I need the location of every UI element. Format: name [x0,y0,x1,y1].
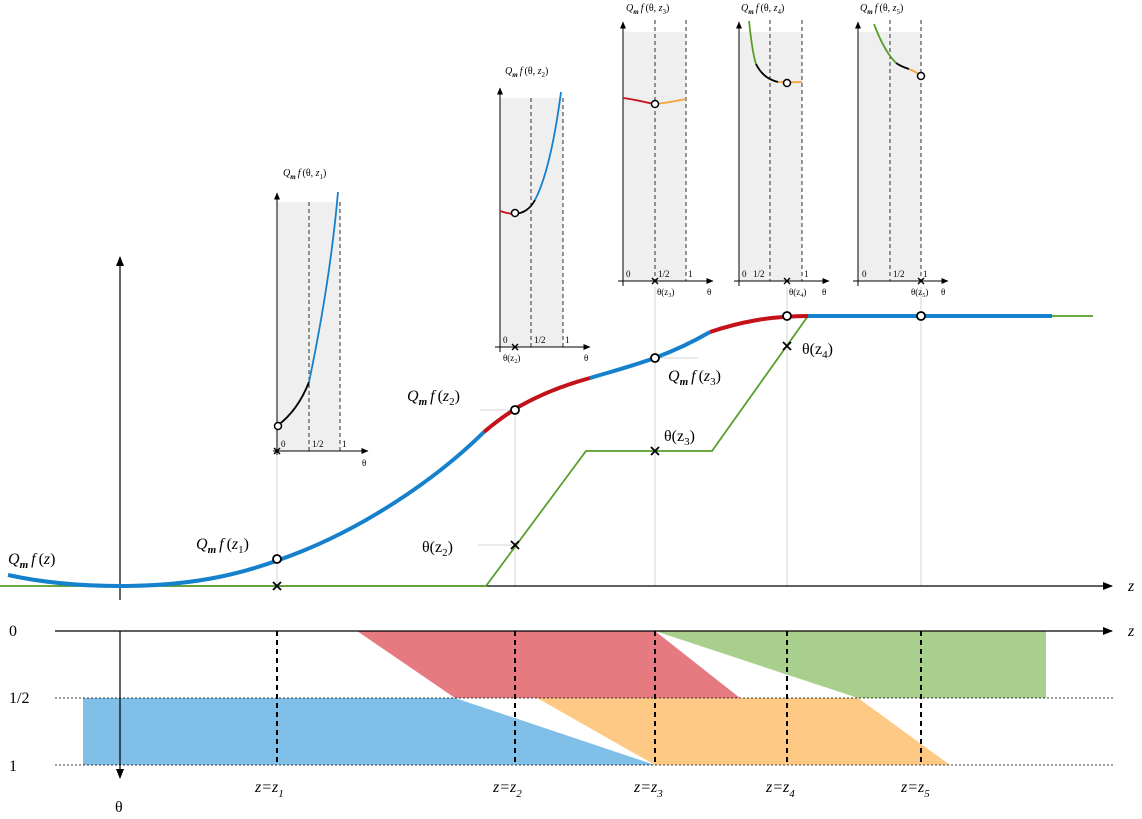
panel-3-title: Qm f (θ, z3) [626,3,669,16]
theta-points [272,341,792,591]
panel-4-axis-label: θ [822,287,826,297]
panel-2-point [510,208,520,218]
panel-5-axis-label: θ [941,287,945,297]
panel-1-point [273,421,283,431]
panel-1-tick-one: 1 [342,439,347,449]
Qf-point-z4 [782,311,792,321]
panel-4-title: Qm f (θ, z4) [741,3,784,16]
panel-4-tick-half: 1/2 [753,269,765,279]
panel-3-axis-label: θ [707,287,711,297]
panel-4-tick0: 0 [742,269,747,279]
Qf-curve-blue-left [7,430,486,589]
panel-4-curve-black [755,63,779,83]
guide-lines [276,213,922,586]
Qf-z3-label: Qm f (z3) [668,368,721,388]
Qf-curve-blue-mid [589,330,712,380]
Qf-z1-label: Qm f (z1) [196,536,249,556]
panel-5-tick-half: 1/2 [893,269,905,279]
panel-2-curve-blue [534,91,562,201]
panel-2-title: Qm f (θ, z2) [505,66,548,79]
theta-point-z2 [510,540,520,550]
panel-4-tick-one: 1 [804,269,809,279]
upper-z-axis-label: z [1127,578,1135,595]
panel-3-tick-one: 1 [688,269,693,279]
panel-4-point [782,78,792,88]
panel-4-theta-marker [783,277,791,285]
theta-of-z-curve [0,315,1093,587]
panel-3-tick0: 0 [626,269,631,279]
panel-2-axis-label: θ [584,353,588,363]
panel-3-point [650,99,660,109]
panel-3-theta-label: θ(z3) [657,287,674,299]
Qf-point-z1 [272,554,282,564]
panel-5-tick-one: 1 [923,269,928,279]
panel-1-tick-half: 1/2 [312,439,324,449]
Qf-points [272,311,926,564]
panel-5-theta-marker [917,277,925,285]
panel-3-tick-half: 1/2 [658,269,670,279]
z-labels: z=z1 z=z2 z=z3 z=z4 z=z5 [254,779,930,800]
inset-panel-1: Qm f (θ, z1) 0 1/2 1 θ [273,168,369,468]
theta-z3-label: θ(z3) [664,428,695,448]
z-label-4: z=z4 [765,779,795,800]
theta-axis-label: θ [115,799,123,816]
panel-1-curve-blue [308,191,339,383]
panel-5-tick0: 0 [862,269,867,279]
level-one-label: 1 [9,758,17,775]
panel-4-theta-label: θ(z4) [789,287,806,299]
panel-2-tick0: 0 [503,335,508,345]
inset-panel-5: Qm f (θ, z5) 0 1/2 1 θ(z5) θ [853,3,949,299]
panel-1-bg [277,202,340,451]
theta-point-z1 [272,581,282,591]
panel-1-axis-label: θ [362,458,366,468]
panel-4-curve-green [748,20,757,65]
panel-5-title: Qm f (θ, z5) [860,3,903,16]
theta-point-z4 [782,341,792,351]
inset-panel-3: Qm f (θ, z3) 0 1/2 1 θ(z3) θ [618,3,714,299]
Qf-point-z3 [650,353,660,363]
level-half-label: 1/2 [9,690,29,707]
panel-5-curve-green [873,23,897,64]
panel-1-title: Qm f (θ, z1) [283,168,326,181]
panel-3-theta-marker [651,277,659,285]
Qf-point-z5 [916,311,926,321]
panel-2-theta-label: θ(z2) [503,353,520,365]
panel-3-bg [623,32,686,281]
Qf-z-label: Qm f (z) [8,551,55,571]
panel-5-bg [858,32,921,281]
lower-z-axis-label: z [1127,623,1135,640]
z-label-3: z=z3 [633,779,663,800]
panel-1-theta-marker [273,447,281,455]
level-zero-label: 0 [9,623,17,640]
inset-panel-4: Qm f (θ, z4) 0 1/2 1 θ(z4) θ [734,3,830,299]
theta-regions [83,631,1046,765]
panel-5-theta-label: θ(z5) [911,287,928,299]
Qf-point-z2 [510,405,520,415]
z-label-1: z=z1 [254,779,284,800]
panel-1-tick0: 0 [281,439,286,449]
lower-markers [276,631,922,765]
Qf-curve-red-right [709,314,809,334]
z-label-5: z=z5 [900,779,930,800]
Qf-z2-label: Qm f (z2) [407,388,460,408]
inset-panel-2: Qm f (θ, z2) 0 1/2 1 θ(z2) θ [495,66,591,365]
z-label-2: z=z2 [492,779,522,800]
panel-5-point [916,71,926,81]
theta-z4-label: θ(z4) [802,341,833,361]
panel-2-theta-marker [511,343,519,351]
Qf-curve-red-mid [482,376,591,434]
panel-2-tick-one: 1 [565,335,570,345]
panel-5-curve-black [895,62,910,70]
theta-point-z3 [650,446,660,456]
theta-z2-label: θ(z2) [422,539,453,559]
panel-2-tick-half: 1/2 [534,335,546,345]
region-orange [537,698,950,765]
panel-4-bg [739,32,802,281]
region-red [357,631,740,698]
region-blue [83,698,655,765]
region-green [655,631,1046,698]
